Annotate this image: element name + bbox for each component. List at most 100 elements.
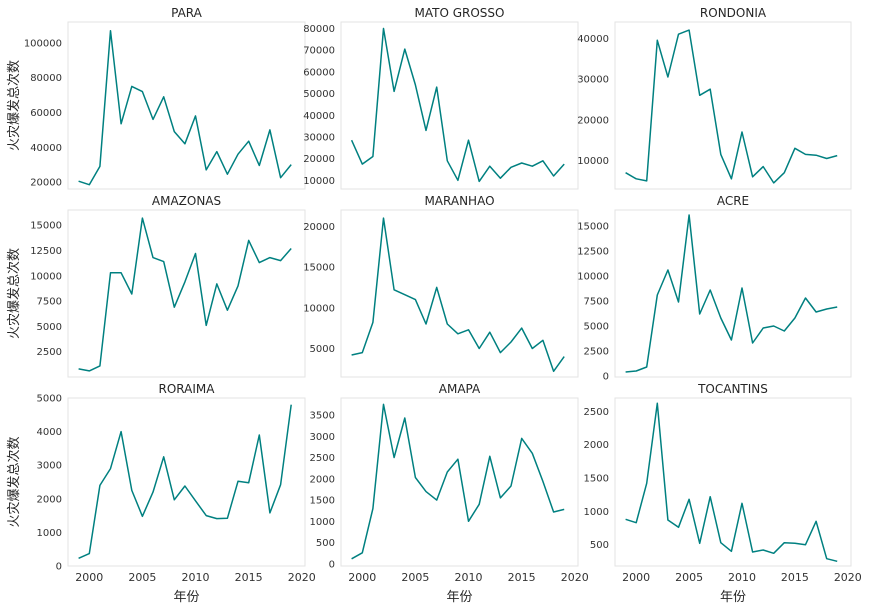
y-tick-label: 0 xyxy=(329,559,335,570)
plot-frame xyxy=(614,21,852,190)
plot-frame xyxy=(614,209,852,378)
x-tick-label: 2020 xyxy=(288,571,316,584)
panel: RORAIMA 0 1000 2000 3000 4000 5000 2000 2005 2010… xyxy=(6,382,316,605)
y-tick-label: 1000 xyxy=(584,507,609,518)
series-line xyxy=(625,402,838,563)
y-axis-label: 火灾爆发总次数 xyxy=(6,60,22,151)
y-tick-label: 7500 xyxy=(584,297,609,308)
y-tick-label: 500 xyxy=(590,540,609,551)
x-tick-label: 2005 xyxy=(401,571,429,584)
y-tick-label: 2000 xyxy=(584,440,609,451)
y-tick-label: 12500 xyxy=(30,246,62,257)
series-line xyxy=(78,217,292,372)
x-tick-label: 2010 xyxy=(728,571,756,584)
y-tick-label: 1500 xyxy=(584,474,609,485)
x-tick-label: 2000 xyxy=(622,571,650,584)
panel: RONDONIA 10000 20000 30000 40000 xyxy=(577,6,852,190)
x-tick-label: 2020 xyxy=(834,571,862,584)
panel: AMAPA 0 500 1000 1500 2000 2500 3000 3500 2000 200… xyxy=(310,382,589,605)
y-tick-label: 60000 xyxy=(303,67,335,78)
series-line xyxy=(351,217,565,373)
plot-frame xyxy=(67,209,306,378)
plot-frame xyxy=(340,397,579,567)
y-tick-label: 2500 xyxy=(310,453,335,464)
y-tick-label: 0 xyxy=(603,372,609,383)
y-tick-label: 20000 xyxy=(30,178,62,189)
y-tick-label: 10000 xyxy=(577,156,609,167)
x-tick-label: 2015 xyxy=(235,571,263,584)
panel-title: PARA xyxy=(171,6,203,20)
y-tick-label: 3000 xyxy=(310,432,335,443)
panel: MARANHAO 5000 10000 15000 20000 xyxy=(303,194,579,378)
plot-frame xyxy=(614,397,852,567)
y-tick-label: 40000 xyxy=(30,143,62,154)
y-tick-label: 10000 xyxy=(303,303,335,314)
panel-title: ACRE xyxy=(717,194,749,208)
y-axis-label: 火灾爆发总次数 xyxy=(6,248,22,339)
y-tick-label: 5000 xyxy=(37,322,62,333)
x-tick-label: 2010 xyxy=(182,571,210,584)
x-axis-label: 年份 xyxy=(173,590,199,605)
y-tick-label: 15000 xyxy=(303,263,335,274)
y-tick-label: 10000 xyxy=(30,271,62,282)
plot-frame xyxy=(340,209,579,378)
y-tick-label: 2500 xyxy=(584,347,609,358)
panel: MATO GROSSO 10000 20000 30000 40000 50000 6000… xyxy=(303,6,579,190)
y-tick-label: 1500 xyxy=(310,496,335,507)
y-tick-label: 70000 xyxy=(303,46,335,57)
y-tick-label: 20000 xyxy=(303,222,335,233)
x-tick-label: 2010 xyxy=(455,571,483,584)
y-tick-label: 500 xyxy=(316,538,335,549)
series-line xyxy=(351,403,565,560)
y-tick-label: 5000 xyxy=(584,322,609,333)
panel: ACRE 0 2500 5000 7500 10000 12500 15000 xyxy=(577,194,852,383)
y-tick-label: 2500 xyxy=(37,347,62,358)
x-tick-label: 2005 xyxy=(675,571,703,584)
y-tick-label: 5000 xyxy=(310,344,335,355)
y-axis-label: 火灾爆发总次数 xyxy=(6,436,22,527)
y-tick-label: 40000 xyxy=(577,34,609,45)
plot-frame xyxy=(67,21,306,190)
y-tick-label: 3000 xyxy=(37,461,62,472)
y-tick-label: 0 xyxy=(56,562,62,573)
y-tick-label: 30000 xyxy=(303,132,335,143)
y-tick-label: 3500 xyxy=(310,411,335,422)
panel-title: MATO GROSSO xyxy=(415,6,505,20)
y-tick-label: 50000 xyxy=(303,89,335,100)
y-tick-label: 7500 xyxy=(37,297,62,308)
y-tick-label: 4000 xyxy=(37,427,62,438)
y-tick-label: 100000 xyxy=(24,38,62,49)
y-tick-label: 80000 xyxy=(303,24,335,35)
panel: TOCANTINS 500 1000 1500 2000 2500 2000 2005 2010… xyxy=(584,382,862,605)
series-line xyxy=(625,214,838,373)
y-tick-label: 15000 xyxy=(577,222,609,233)
y-tick-label: 12500 xyxy=(577,247,609,258)
y-tick-label: 2000 xyxy=(310,474,335,485)
x-tick-label: 2000 xyxy=(75,571,103,584)
panel-title: MARANHAO xyxy=(424,194,494,208)
x-tick-label: 2020 xyxy=(561,571,589,584)
panel-title: TOCANTINS xyxy=(697,382,768,396)
y-tick-label: 30000 xyxy=(577,75,609,86)
series-line xyxy=(78,29,292,186)
y-tick-label: 10000 xyxy=(303,176,335,187)
panel-title: RONDONIA xyxy=(700,6,767,20)
x-tick-label: 2015 xyxy=(508,571,536,584)
series-line xyxy=(78,404,292,559)
plot-frame xyxy=(340,21,579,190)
panel-title: AMAPA xyxy=(439,382,481,396)
y-tick-label: 40000 xyxy=(303,111,335,122)
x-tick-label: 2005 xyxy=(128,571,156,584)
x-axis-label: 年份 xyxy=(446,590,472,605)
plot-frame xyxy=(67,397,306,567)
x-tick-label: 2015 xyxy=(781,571,809,584)
y-tick-label: 5000 xyxy=(37,394,62,405)
panel: AMAZONAS 2500 5000 7500 10000 12500 15000 火灾爆发总… xyxy=(6,194,306,378)
y-tick-label: 60000 xyxy=(30,108,62,119)
y-tick-label: 2500 xyxy=(584,407,609,418)
series-line xyxy=(350,27,565,183)
y-tick-label: 80000 xyxy=(30,73,62,84)
series-line xyxy=(625,29,838,184)
